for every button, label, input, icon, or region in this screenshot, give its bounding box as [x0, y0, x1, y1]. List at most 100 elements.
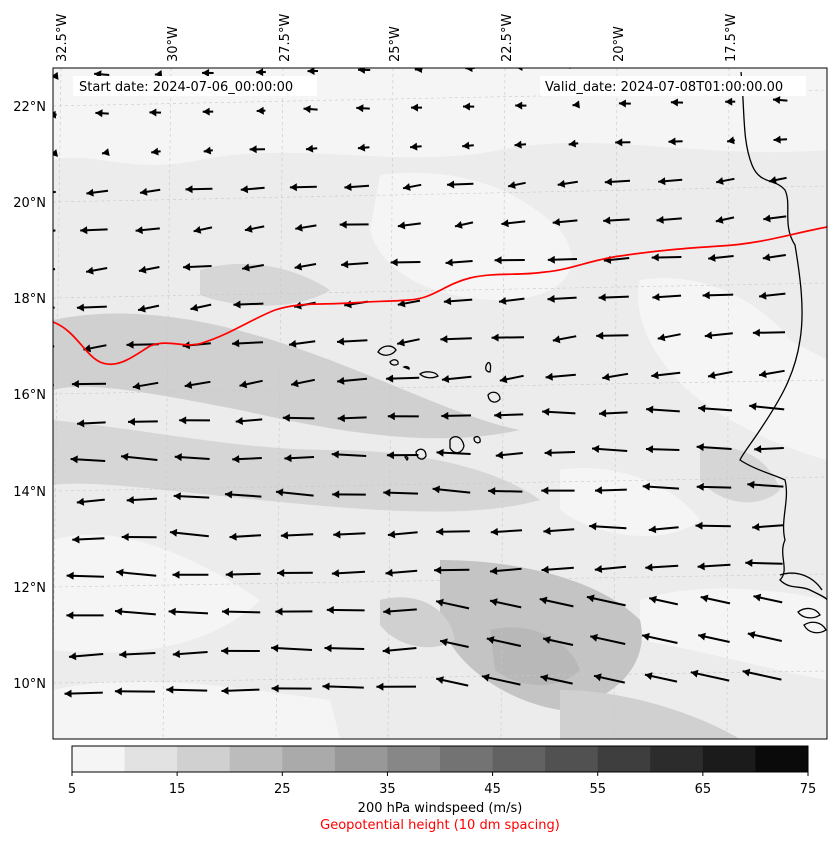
wind-arrow-head — [501, 219, 509, 228]
wind-arrow-head — [326, 606, 334, 614]
wind-arrow-head — [652, 293, 660, 301]
wind-arrow-head — [331, 450, 339, 459]
wind-arrow-head — [604, 177, 612, 186]
colorbar-tick-label: 15 — [169, 782, 186, 797]
lon-label: 32.5°W — [55, 14, 70, 62]
colorbar-subtitle: Geopotential height (10 dm spacing) — [320, 818, 560, 833]
wind-arrow-head — [14, 612, 21, 620]
lat-label: 20°N — [13, 196, 46, 211]
wind-arrow-head — [53, 149, 58, 157]
colorbar-tick-label: 35 — [379, 782, 396, 797]
wind-arrow-head — [77, 419, 85, 428]
wind-arrow-head — [95, 109, 103, 118]
wind-arrow-head — [35, 229, 43, 237]
wind-arrow-head — [436, 676, 444, 684]
wind-arrow-head — [344, 183, 352, 191]
wind-arrow-head — [698, 404, 706, 413]
wind-arrow-head — [202, 107, 210, 116]
wind-arrow-head — [490, 527, 499, 536]
wind-arrow-head — [306, 144, 314, 153]
coastline — [739, 71, 827, 634]
wind-arrow-head — [542, 407, 550, 416]
map-frame — [52, 67, 828, 740]
wind-arrow-head — [135, 226, 143, 235]
wind-arrow-head — [190, 303, 199, 312]
wind-arrow-head — [242, 263, 250, 272]
wind-arrow-head — [432, 485, 440, 494]
wind-arrow-head — [676, 60, 683, 68]
wind-arrow-head — [410, 142, 418, 151]
start-date-box — [73, 76, 317, 96]
wind-arrow-head — [696, 443, 704, 452]
wind-arrow-head — [552, 335, 561, 344]
wind-arrow-head — [465, 68, 473, 73]
wind-arrow-head — [76, 497, 85, 506]
wind-arrow-head — [295, 223, 303, 232]
wind-arrow-head — [203, 146, 212, 155]
wind-arrow-head — [517, 68, 523, 71]
wind-arrow-head — [700, 594, 709, 603]
wind-arrow-head — [239, 380, 248, 389]
wind-arrow-head — [540, 674, 549, 682]
wind-arrow-head — [543, 636, 551, 644]
wind-arrow-head — [704, 331, 713, 340]
wind-arrow-head — [642, 632, 650, 641]
wind-arrow-head — [376, 682, 384, 691]
wind-arrow-head — [154, 70, 163, 78]
wind-arrow-head — [322, 682, 330, 691]
colorbar-bin — [755, 746, 809, 772]
wind-arrow-head — [225, 570, 233, 579]
wind-arrow-head — [646, 445, 654, 454]
wind-arrow-head — [53, 110, 57, 119]
wind-arrow-head — [397, 299, 406, 308]
wind-arrow-head — [225, 490, 233, 499]
colorbar-tick-label: 25 — [274, 782, 291, 797]
start-date-label: Start date: 2024-07-06_00:00:00 — [79, 80, 293, 95]
wind-arrow-head — [494, 411, 502, 420]
wind-arrow-head — [762, 253, 771, 262]
wind-arrow-head — [436, 448, 444, 457]
wind-arrow-head — [463, 102, 470, 111]
wind-arrow-head — [727, 136, 735, 145]
wind-arrow-head — [132, 382, 141, 390]
wind-arrow-head — [514, 140, 522, 149]
wind-arrow-head — [397, 221, 406, 230]
wind-arrow-head — [708, 371, 716, 380]
wind-arrow-head — [291, 379, 299, 388]
wind-arrow-head — [390, 258, 398, 267]
colorbar-bin — [72, 746, 126, 772]
wind-arrow-head — [670, 98, 678, 107]
wind-arrow-head — [545, 372, 553, 381]
lon-label: 20°W — [612, 26, 627, 62]
wind-arrow-head — [69, 652, 77, 661]
wind-arrow-head — [174, 453, 182, 462]
wind-arrow-head — [337, 414, 345, 423]
wind-arrow-head — [586, 594, 595, 603]
wind-arrow-head — [596, 331, 604, 340]
wind-arrow-head — [568, 139, 577, 148]
lat-label: 10°N — [13, 677, 46, 692]
colorbar-tick-label: 75 — [800, 782, 817, 797]
wind-arrow-head — [280, 531, 289, 540]
wind-arrow-head — [508, 181, 516, 189]
wind-arrow-head — [541, 486, 549, 495]
wind-arrow-head — [169, 528, 178, 537]
wind-arrow-head — [434, 566, 442, 575]
wind-arrow-head — [289, 339, 297, 348]
wind-arrow-head — [271, 684, 279, 693]
wind-arrow-head — [594, 673, 602, 682]
lon-label: 22.5°W — [500, 14, 515, 62]
wind-arrow-head — [572, 100, 580, 109]
colorbar-bin — [597, 746, 651, 772]
wind-arrow-head — [436, 598, 444, 607]
wind-arrow-head — [64, 689, 72, 698]
lon-label: 25°W — [388, 26, 403, 62]
wind-arrow-head — [341, 260, 349, 269]
wind-arrow-head — [447, 180, 455, 189]
wind-arrow-head — [648, 525, 657, 534]
wind-arrow-head — [356, 104, 364, 113]
wind-arrow-head — [244, 224, 253, 233]
wind-arrow-shaft — [53, 229, 56, 232]
wind-arrow-shaft — [53, 422, 54, 425]
wind-arrow-head — [651, 253, 659, 262]
